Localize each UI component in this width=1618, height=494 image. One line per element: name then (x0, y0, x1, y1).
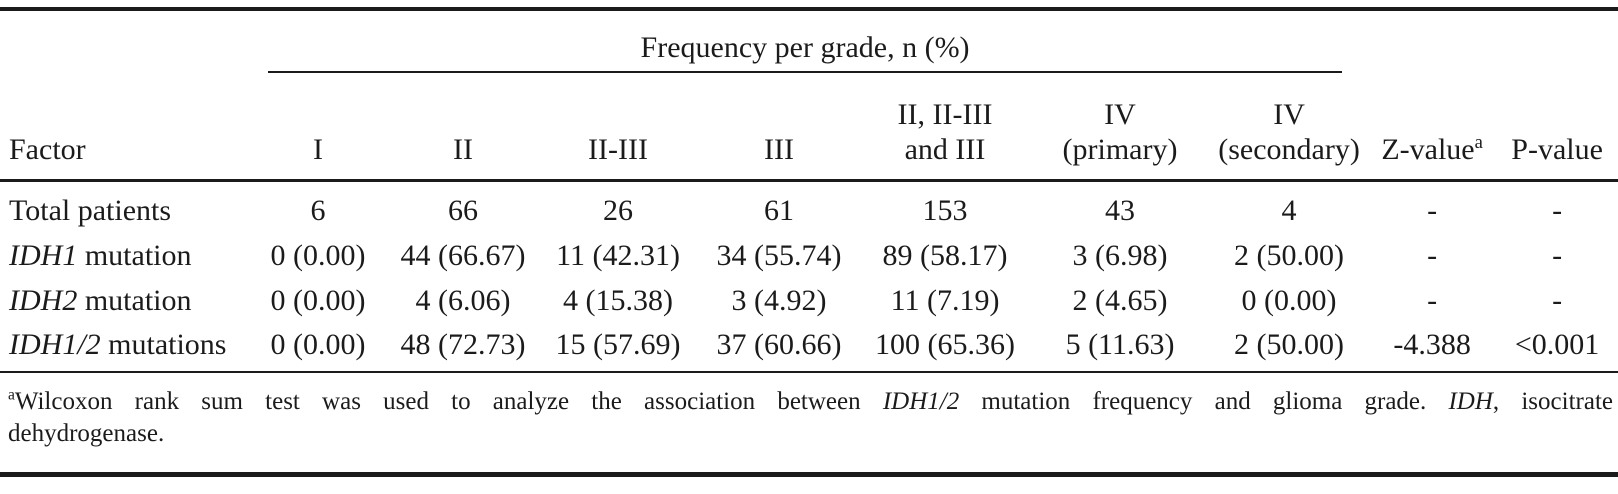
cell: 4 (6.06) (415, 283, 511, 317)
cell: - (1427, 194, 1438, 228)
cell: - (1427, 283, 1438, 317)
footnote-line-1: aWilcoxon rank sum test was used to anal… (8, 386, 1613, 415)
cell: 2 (50.00) (1234, 238, 1345, 272)
cell: - (1427, 238, 1438, 272)
table-row-idh1-mutation: IDH1 mutation 0 (0.00) 44 (66.67) 11 (42… (0, 233, 1618, 278)
column-header-factor: Factor (0, 73, 248, 182)
column-header-grade-i: I (248, 73, 388, 182)
header-line-1: II, II-III (897, 97, 993, 131)
cell: <0.001 (1496, 323, 1618, 373)
cell: - (1552, 194, 1563, 228)
cell: 2 (4.65) (1072, 283, 1168, 317)
cell: 4 (1281, 194, 1297, 228)
cell: 0 (0.00) (270, 238, 366, 272)
cell: 100 (65.36) (860, 323, 1030, 373)
cell: 44 (66.67) (400, 238, 526, 272)
column-header-row: Factor I II II-III III II, II-III and II… (0, 73, 1618, 182)
column-header-grade-ii: II (388, 73, 538, 182)
cell: 3 (4.92) (731, 283, 827, 317)
cell: 2 (50.00) (1210, 323, 1369, 373)
row-label: IDH1 mutation (9, 238, 192, 272)
top-rule (0, 7, 1618, 11)
header-line-2: (primary) (1062, 132, 1178, 166)
cell: 48 (72.73) (388, 323, 538, 373)
cell: 5 (11.63) (1030, 323, 1210, 373)
cell: 0 (0.00) (1241, 283, 1337, 317)
spanner-gap-right (1368, 11, 1618, 73)
cell: 43 (1105, 194, 1135, 228)
cell: 6 (310, 194, 326, 228)
header-line-2: (secondary) (1218, 132, 1360, 166)
z-value-footnote-marker: a (1474, 131, 1483, 153)
cell: 26 (603, 194, 633, 228)
footnote: aWilcoxon rank sum test was used to anal… (8, 386, 1613, 450)
cell: 0 (0.00) (270, 283, 366, 317)
row-label: IDH2 mutation (9, 283, 192, 317)
row-label: IDH1/2 mutations (0, 323, 248, 373)
spanner-cell: Frequency per grade, n (%) (248, 11, 1368, 73)
row-label: Total patients (9, 194, 172, 228)
bottom-rule (0, 472, 1618, 477)
cell: -4.388 (1368, 323, 1497, 373)
spanner-row: Frequency per grade, n (%) (0, 11, 1618, 73)
spanner-gap-left (0, 11, 248, 73)
table-row-total-patients: Total patients 6 66 26 61 153 43 4 - - (0, 180, 1618, 233)
cell: 4 (15.38) (563, 283, 673, 317)
cell: - (1552, 238, 1563, 272)
column-header-grades-ii-ii-iii-and-iii: II, II-III and III (860, 73, 1030, 182)
table-row-idh2-mutation: IDH2 mutation 0 (0.00) 4 (6.06) 4 (15.38… (0, 278, 1618, 323)
column-header-iv-primary: IV (primary) (1030, 73, 1210, 182)
cell: 66 (448, 194, 478, 228)
cell: 11 (7.19) (890, 283, 1000, 317)
header-line-1: IV (1273, 97, 1305, 131)
footnote-marker: a (8, 386, 15, 404)
cell: 11 (42.31) (556, 238, 680, 272)
spanner-label: Frequency per grade, n (%) (640, 31, 970, 64)
cell: 15 (57.69) (538, 323, 698, 373)
cell: 61 (764, 194, 794, 228)
cell: 153 (922, 194, 968, 228)
data-table: Frequency per grade, n (%) Factor I II I… (0, 11, 1618, 373)
cell: - (1552, 283, 1563, 317)
header-line-2: and III (904, 132, 986, 166)
cell: 3 (6.98) (1072, 238, 1168, 272)
column-header-p-value: P-value (1496, 73, 1618, 182)
column-header-grade-ii-iii: II-III (538, 73, 698, 182)
cell: 89 (58.17) (882, 238, 1008, 272)
table-row-idh1-2-mutations: IDH1/2 mutations 0 (0.00) 48 (72.73) 15 … (0, 323, 1618, 373)
cell: 37 (60.66) (698, 323, 860, 373)
cell: 34 (55.74) (716, 238, 842, 272)
column-header-z-value: Z-valuea (1368, 73, 1497, 182)
footnote-line-2: dehydrogenase. (8, 420, 165, 447)
spanner-rule: Frequency per grade, n (%) (268, 31, 1343, 73)
column-header-iv-secondary: IV (secondary) (1210, 73, 1369, 182)
header-line-1: IV (1104, 97, 1136, 131)
column-header-grade-iii: III (698, 73, 860, 182)
cell: 0 (0.00) (248, 323, 388, 373)
